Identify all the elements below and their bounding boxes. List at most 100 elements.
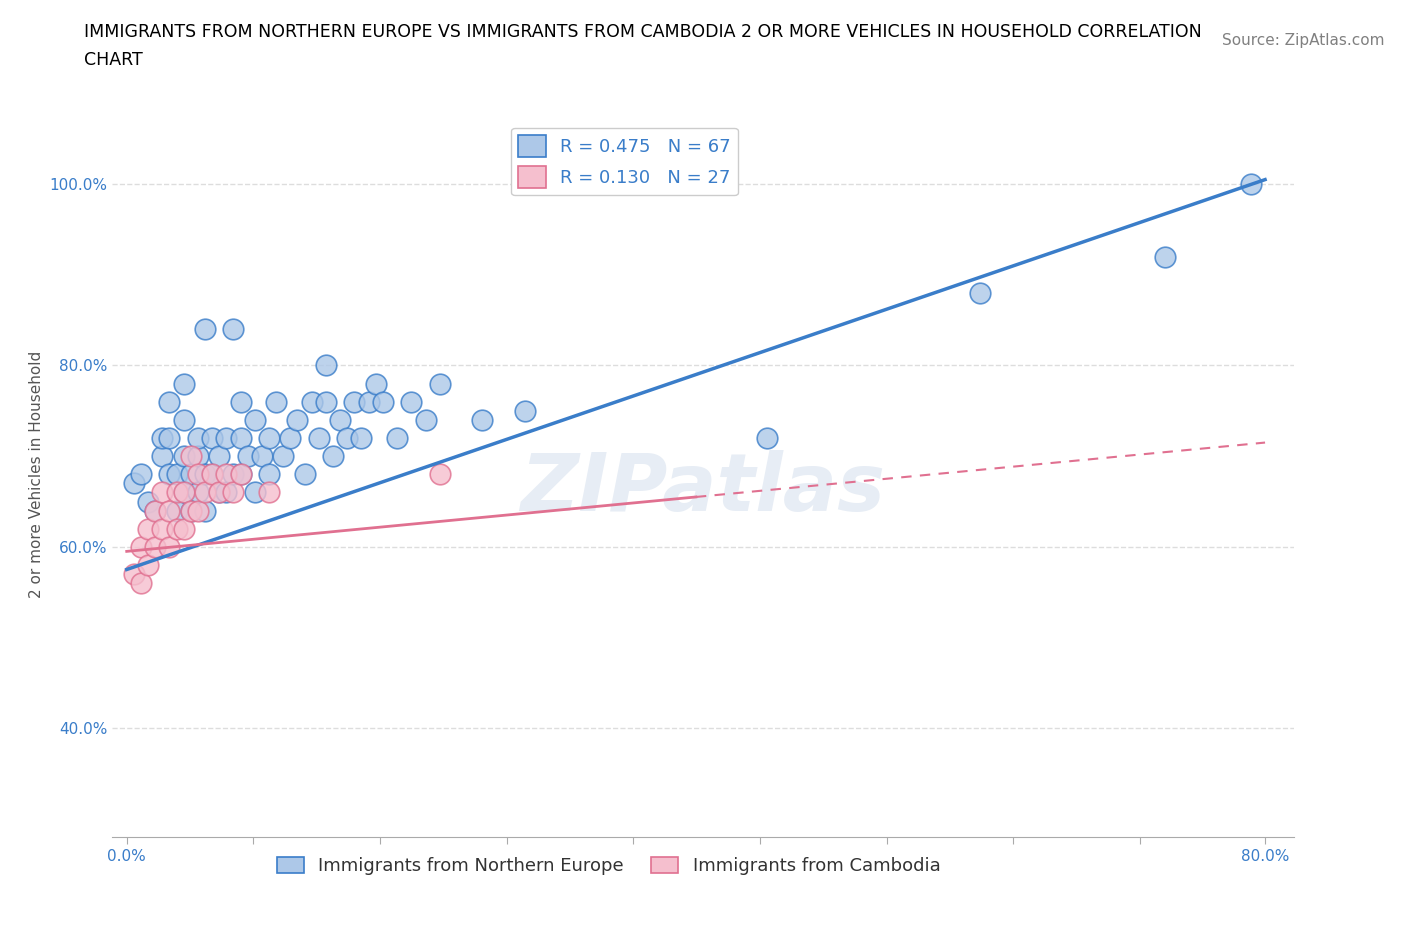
Point [229,467,252,482]
Point [208,449,231,464]
Point [329,413,352,428]
Point [264,394,287,409]
Point [136,494,159,509]
Text: CHART: CHART [84,51,143,69]
Point [166,503,188,518]
Text: Source: ZipAtlas.com: Source: ZipAtlas.com [1222,33,1385,47]
Y-axis label: 2 or more Vehicles in Household: 2 or more Vehicles in Household [30,351,44,598]
Point [756,431,779,445]
Point [194,503,217,518]
Point [257,467,280,482]
Point [129,576,152,591]
Point [201,467,224,482]
Point [229,467,252,482]
Point [236,449,259,464]
Point [180,503,202,518]
Point [143,503,166,518]
Point [129,467,152,482]
Point [187,449,209,464]
Point [229,394,252,409]
Point [150,485,173,500]
Point [180,467,202,482]
Point [315,394,337,409]
Point [194,467,217,482]
Point [385,431,408,445]
Point [122,566,145,581]
Point [301,394,323,409]
Point [136,558,159,573]
Point [157,503,180,518]
Point [150,521,173,536]
Point [173,413,195,428]
Point [194,485,217,500]
Point [136,521,159,536]
Point [215,467,238,482]
Point [173,485,195,500]
Point [1240,177,1263,192]
Point [222,322,245,337]
Point [201,431,224,445]
Point [315,358,337,373]
Point [187,503,209,518]
Point [143,503,166,518]
Point [122,476,145,491]
Point [969,286,991,300]
Point [187,431,209,445]
Point [350,431,373,445]
Point [429,377,451,392]
Point [271,449,294,464]
Point [208,485,231,500]
Point [429,467,451,482]
Point [222,485,245,500]
Point [250,449,273,464]
Point [343,394,366,409]
Point [308,431,330,445]
Point [180,503,202,518]
Point [173,449,195,464]
Point [215,431,238,445]
Text: ZIPatlas: ZIPatlas [520,450,886,528]
Point [229,431,252,445]
Point [322,449,344,464]
Point [201,467,224,482]
Point [415,413,437,428]
Point [157,431,180,445]
Point [257,431,280,445]
Point [287,413,309,428]
Point [471,413,494,428]
Point [166,521,188,536]
Point [187,485,209,500]
Point [180,449,202,464]
Point [173,521,195,536]
Point [194,322,217,337]
Point [208,485,231,500]
Point [243,485,266,500]
Point [150,431,173,445]
Point [166,485,188,500]
Point [173,377,195,392]
Point [371,394,394,409]
Point [401,394,423,409]
Point [166,467,188,482]
Point [257,485,280,500]
Point [157,539,180,554]
Point [215,485,238,500]
Point [173,485,195,500]
Point [336,431,359,445]
Legend: Immigrants from Northern Europe, Immigrants from Cambodia: Immigrants from Northern Europe, Immigra… [270,850,948,883]
Point [150,449,173,464]
Point [187,467,209,482]
Point [143,539,166,554]
Point [157,467,180,482]
Point [364,377,387,392]
Point [129,539,152,554]
Point [513,404,536,418]
Point [294,467,316,482]
Point [280,431,302,445]
Point [243,413,266,428]
Text: IMMIGRANTS FROM NORTHERN EUROPE VS IMMIGRANTS FROM CAMBODIA 2 OR MORE VEHICLES I: IMMIGRANTS FROM NORTHERN EUROPE VS IMMIG… [84,23,1202,41]
Point [1154,249,1177,264]
Point [157,394,180,409]
Point [222,467,245,482]
Point [357,394,380,409]
